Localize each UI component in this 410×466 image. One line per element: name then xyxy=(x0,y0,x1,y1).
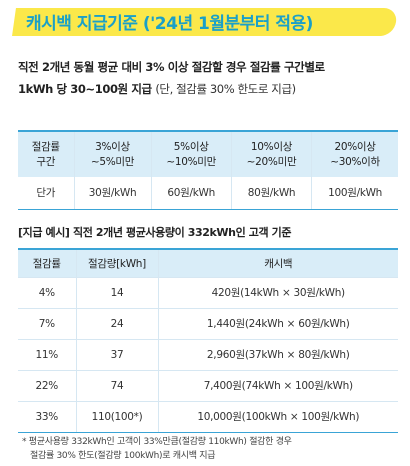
rate-tier-header: 10%이상 ~20%미만 xyxy=(231,131,313,177)
example-cell-cashback: 2,960원(37kWh × 80원/kWh) xyxy=(158,339,398,371)
rate-tier-line1: 3%이상 xyxy=(95,140,130,153)
intro-text: 직전 2개년 동월 평균 대비 3% 이상 절감할 경우 절감률 구간별로 1k… xyxy=(18,56,398,100)
footnote: * 평균사용량 332kWh인 고객이 33%만큼(절감량 110kWh) 절감… xyxy=(22,435,402,463)
example-cell-rate: 7% xyxy=(18,308,77,340)
example-cell-amount: 74 xyxy=(76,370,159,402)
rate-tier-line2: ~30%이하 xyxy=(330,155,380,168)
example-cell-amount: 110(100*) xyxy=(76,401,159,433)
rate-tier-header: 20%이상 ~30%이하 xyxy=(312,131,398,177)
table-row: 7% 24 1,440원(24kWh × 60원/kWh) xyxy=(18,308,398,340)
example-cell-cashback: 420원(14kWh × 30원/kWh) xyxy=(158,277,398,309)
example-cell-amount: 24 xyxy=(76,308,159,340)
intro-line-2-bold: 1kWh 당 30~100원 지급 xyxy=(18,82,152,96)
table-row: 22% 74 7,400원(74kWh × 100원/kWh) xyxy=(18,370,398,402)
rate-header-label: 절감률 구간 xyxy=(18,131,75,177)
rate-tier-line1: 5%이상 xyxy=(173,140,209,153)
rate-price-label: 단가 xyxy=(18,177,75,210)
example-header-amount: 절감량[kWh] xyxy=(76,249,159,278)
intro-line-2-note: (단, 절감률 30% 한도로 지급) xyxy=(155,82,296,96)
example-title: [지급 예시] 직전 2개년 평균사용량이 332kWh인 고객 기준 xyxy=(18,226,292,239)
example-cell-rate: 22% xyxy=(18,370,77,402)
rate-header-label-line1: 절감률 xyxy=(31,140,60,153)
rate-header-label-line2: 구간 xyxy=(36,155,56,168)
example-header-cashback: 캐시백 xyxy=(158,249,398,278)
intro-line-2: 1kWh 당 30~100원 지급 (단, 절감률 30% 한도로 지급) xyxy=(18,78,398,100)
rate-table-header-row: 절감률 구간 3%이상 ~5%미만 5%이상 ~10%미만 10%이상 ~20%… xyxy=(18,131,398,177)
title-banner: 캐시백 지급기준 ('24년 1월분부터 적용) xyxy=(12,4,398,38)
rate-tier-line1: 20%이상 xyxy=(334,140,376,153)
example-cell-rate: 4% xyxy=(18,277,77,309)
footnote-line-2: 절감률 30% 한도(절감량 100kWh)로 캐시백 지급 xyxy=(30,451,216,461)
rate-price-cell: 80원/kWh xyxy=(231,177,313,210)
table-row: 33% 110(100*) 10,000원(100kWh × 100원/kWh) xyxy=(18,401,398,433)
footnote-line-1: * 평균사용량 332kWh인 고객이 33%만큼(절감량 110kWh) 절감… xyxy=(22,437,292,447)
rate-tier-header: 3%이상 ~5%미만 xyxy=(74,131,152,177)
rate-table: 절감률 구간 3%이상 ~5%미만 5%이상 ~10%미만 10%이상 ~20%… xyxy=(18,130,398,210)
example-cell-rate: 11% xyxy=(18,339,77,371)
rate-tier-line2: ~20%미만 xyxy=(246,155,297,168)
table-row: 4% 14 420원(14kWh × 30원/kWh) xyxy=(18,277,398,309)
rate-tier-line2: ~5%미만 xyxy=(90,155,135,168)
rate-price-row: 단가 30원/kWh 60원/kWh 80원/kWh 100원/kWh xyxy=(18,177,398,210)
example-header-rate: 절감률 xyxy=(18,249,77,278)
intro-line-1: 직전 2개년 동월 평균 대비 3% 이상 절감할 경우 절감률 구간별로 xyxy=(18,60,325,74)
example-table: 절감률 절감량[kWh] 캐시백 4% 14 420원(14kWh × 30원/… xyxy=(18,248,398,433)
rate-price-cell: 30원/kWh xyxy=(74,177,152,210)
example-header-row: 절감률 절감량[kWh] 캐시백 xyxy=(18,249,398,278)
example-cell-rate: 33% xyxy=(18,401,77,433)
example-cell-amount: 14 xyxy=(76,277,159,309)
page-title: 캐시백 지급기준 ('24년 1월분부터 적용) xyxy=(26,14,313,34)
example-cell-cashback: 1,440원(24kWh × 60원/kWh) xyxy=(158,308,398,340)
rate-tier-line1: 10%이상 xyxy=(250,140,293,153)
rate-price-cell: 100원/kWh xyxy=(311,177,398,210)
example-cell-cashback: 10,000원(100kWh × 100원/kWh) xyxy=(158,401,398,433)
rate-tier-header: 5%이상 ~10%미만 xyxy=(151,131,232,177)
rate-price-cell: 60원/kWh xyxy=(151,177,232,210)
example-cell-cashback: 7,400원(74kWh × 100원/kWh) xyxy=(158,370,398,402)
example-cell-amount: 37 xyxy=(76,339,159,371)
table-row: 11% 37 2,960원(37kWh × 80원/kWh) xyxy=(18,339,398,371)
rate-tier-line2: ~10%미만 xyxy=(166,155,216,168)
